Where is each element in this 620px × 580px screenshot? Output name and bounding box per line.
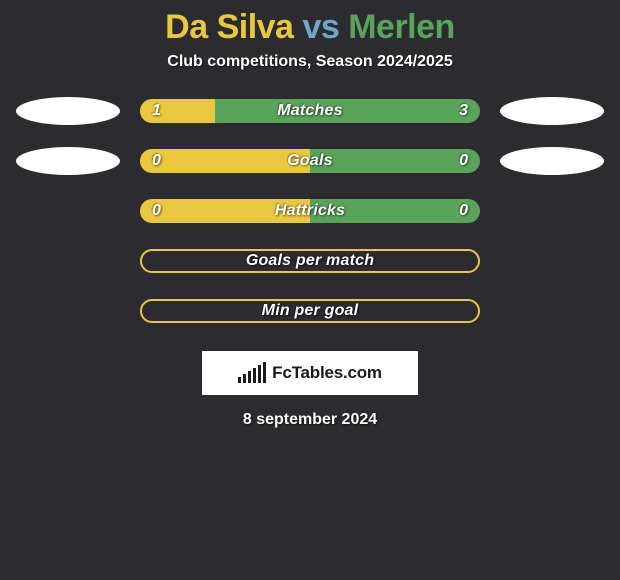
date-label: 8 september 2024 [243, 411, 377, 429]
stat-bar: 1Matches3 [140, 99, 480, 123]
player-right-name: Merlen [348, 8, 455, 46]
stat-bar: Min per goal [140, 299, 480, 323]
spacer [16, 247, 120, 275]
spacer [16, 297, 120, 325]
stat-label: Goals [140, 152, 480, 170]
spacer [500, 197, 604, 225]
stat-rows: 1Matches30Goals00Hattricks0Goals per mat… [16, 97, 604, 347]
source-badge: FcTables.com [202, 351, 418, 395]
player-left-name: Da Silva [165, 8, 293, 46]
stat-row: 0Hattricks0 [16, 197, 604, 225]
stat-row: Min per goal [16, 297, 604, 325]
page-title: Da Silva vs Merlen [165, 8, 455, 47]
stat-value-right: 0 [459, 202, 468, 220]
stat-value-right: 0 [459, 152, 468, 170]
club-badge-left [16, 147, 120, 175]
vs-label: vs [302, 8, 339, 46]
stat-row: Goals per match [16, 247, 604, 275]
stat-bar: 0Hattricks0 [140, 199, 480, 223]
stat-row: 1Matches3 [16, 97, 604, 125]
stat-label: Min per goal [142, 302, 478, 320]
stat-value-right: 3 [459, 102, 468, 120]
club-badge-right [500, 147, 604, 175]
spacer [500, 247, 604, 275]
spacer [16, 197, 120, 225]
club-badge-left [16, 97, 120, 125]
subtitle: Club competitions, Season 2024/2025 [167, 53, 452, 71]
stat-label: Matches [140, 102, 480, 120]
spacer [500, 297, 604, 325]
stat-bar: Goals per match [140, 249, 480, 273]
comparison-card: Da Silva vs Merlen Club competitions, Se… [0, 0, 620, 429]
logo-bars-icon [238, 363, 266, 383]
stat-row: 0Goals0 [16, 147, 604, 175]
source-name: FcTables.com [272, 363, 382, 383]
stat-label: Hattricks [140, 202, 480, 220]
stat-label: Goals per match [142, 252, 478, 270]
club-badge-right [500, 97, 604, 125]
stat-bar: 0Goals0 [140, 149, 480, 173]
